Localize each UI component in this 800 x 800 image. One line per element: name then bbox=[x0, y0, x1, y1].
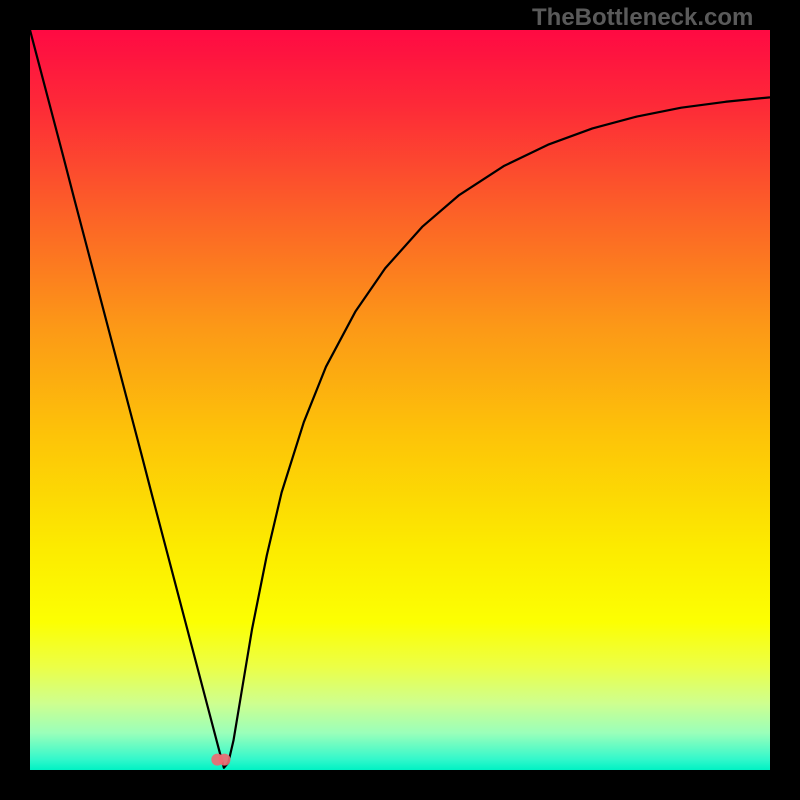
plot-area bbox=[30, 30, 770, 770]
minimum-marker bbox=[211, 754, 230, 766]
watermark-text: TheBottleneck.com bbox=[532, 4, 753, 32]
chart-background bbox=[30, 30, 770, 770]
chart-svg bbox=[30, 30, 770, 770]
